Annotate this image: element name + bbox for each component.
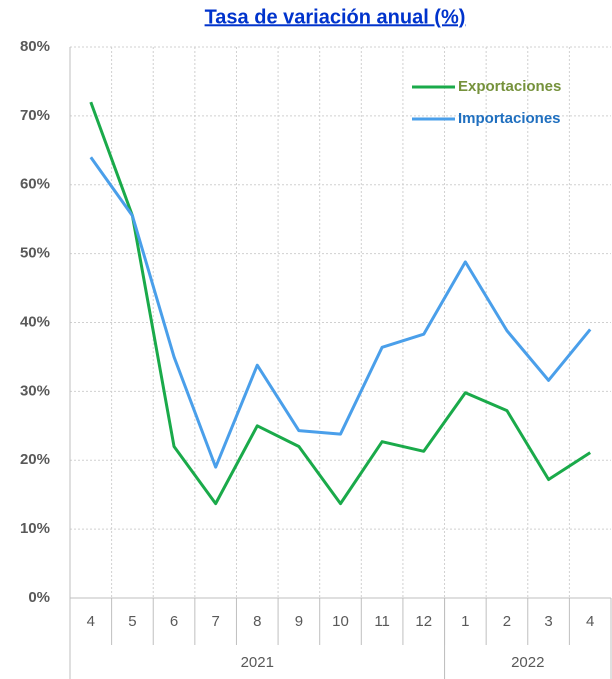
y-tick-label: 20% [20,451,50,468]
group-label: 2022 [511,654,544,671]
x-tick-label: 2 [503,613,511,630]
series-line [89,101,592,506]
x-tick-label: 11 [374,613,390,630]
x-tick-label: 6 [170,613,178,630]
series-line [89,156,592,469]
x-tick-label: 4 [87,613,95,630]
y-tick-label: 40% [20,313,50,330]
x-tick-label: 10 [332,613,349,630]
y-tick-label: 60% [20,176,50,193]
x-tick-label: 12 [415,613,432,630]
x-tick-label: 3 [544,613,552,630]
y-tick-label: 70% [20,107,50,124]
x-tick-label: 8 [253,613,261,630]
y-tick-label: 10% [20,520,50,537]
x-tick-label: 9 [295,613,303,630]
x-tick-label: 1 [461,613,469,630]
x-tick-label: 5 [128,613,136,630]
y-tick-label: 50% [20,245,50,262]
x-tick-label: 4 [586,613,594,630]
chart-title: Tasa de variación anual (%) [205,6,466,28]
x-tick-label: 7 [211,613,219,630]
group-label: 2021 [241,654,274,671]
legend-label: Exportaciones [458,78,561,95]
y-tick-label: 30% [20,382,50,399]
y-tick-label: 80% [20,38,50,55]
legend-label: Importaciones [458,110,561,127]
y-tick-label: 0% [28,589,50,606]
